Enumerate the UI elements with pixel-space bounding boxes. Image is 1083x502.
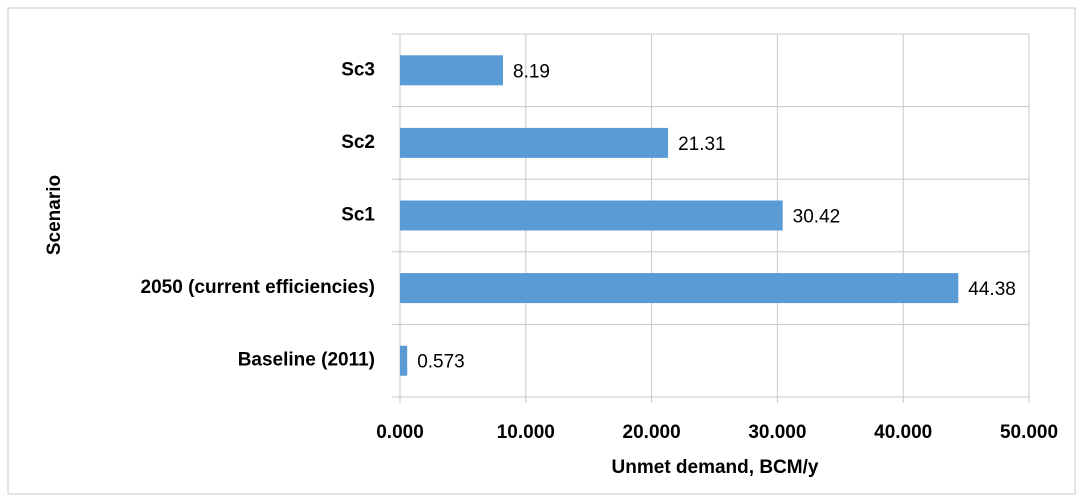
y-tick-label: Sc2	[341, 132, 375, 153]
data-label: 30.42	[793, 207, 841, 228]
y-tick-label: Sc3	[341, 59, 375, 80]
bar	[400, 55, 504, 86]
data-label: 8.19	[513, 61, 550, 82]
y-axis-title: Scenario	[44, 175, 65, 255]
x-tick-label: 10.000	[497, 422, 555, 443]
data-label: 21.31	[678, 134, 726, 155]
y-tick-label: 2050 (current efficiencies)	[141, 277, 375, 298]
data-label: 44.38	[968, 279, 1016, 300]
y-tick-label: Baseline (2011)	[238, 350, 375, 371]
y-tick-label: Sc1	[341, 205, 375, 226]
bar	[400, 345, 408, 376]
x-tick-label: 20.000	[623, 422, 681, 443]
bar	[400, 127, 669, 158]
bar	[400, 200, 783, 231]
data-label: 0.573	[417, 352, 465, 373]
x-axis-title: Unmet demand, BCM/y	[612, 457, 819, 478]
x-tick-label: 50.000	[1000, 422, 1058, 443]
x-tick-label: 0.000	[376, 422, 424, 443]
bar	[400, 273, 959, 304]
chart-frame	[7, 7, 1076, 495]
x-tick-label: 40.000	[874, 422, 932, 443]
x-tick-label: 30.000	[748, 422, 806, 443]
